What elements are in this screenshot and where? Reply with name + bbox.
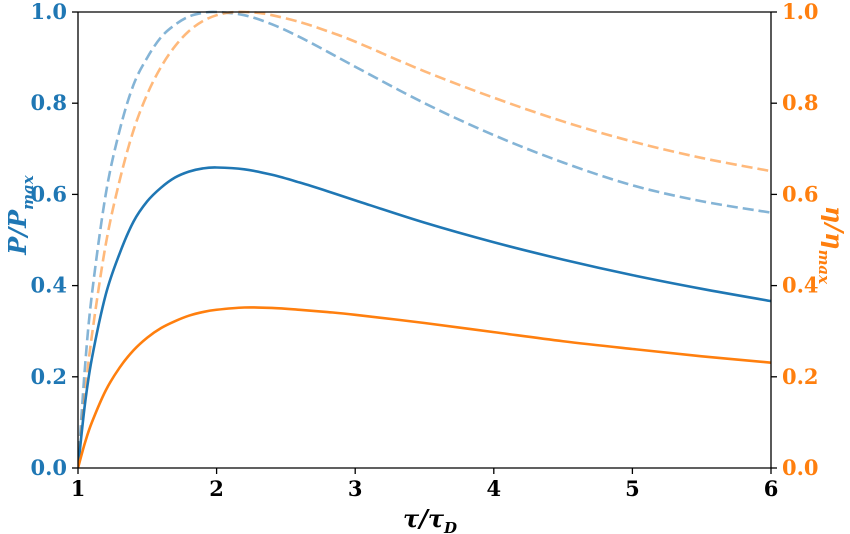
left-y-tick-label: 1.0 (30, 0, 67, 24)
series-1-right-solid-line (78, 306, 771, 469)
x-tick-label: 5 (625, 476, 640, 501)
left-y-tick-label: 0.2 (30, 364, 67, 389)
left-y-tick-label: 0.6 (30, 181, 67, 206)
series-3-right-dashed-line (78, 10, 771, 469)
left-axis-label-main: P/P (3, 209, 32, 256)
right-axis-label-main: η/η (820, 206, 849, 250)
right-axis-label-sub: max (815, 250, 833, 286)
right-axis-label: η/ηmax (815, 206, 849, 285)
right-y-tick-label: 1.0 (782, 0, 819, 24)
ticks-layer: 1 2 3 4 5 60.00.20.40.60.81.00.00.20.40.60.81… (30, 0, 818, 501)
left-axis-label: P/Pmax (3, 174, 37, 255)
left-y-tick-label: 0.0 (30, 455, 67, 480)
axes-layer (77, 11, 772, 469)
series-layer (78, 10, 771, 469)
left-y-tick-label: 0.8 (30, 90, 67, 115)
x-tick-label: 2 (209, 476, 224, 501)
right-y-tick-label: 0.2 (782, 364, 819, 389)
right-y-tick-label: 0.6 (782, 181, 819, 206)
right-y-tick-label: 0.0 (782, 455, 819, 480)
x-axis-label: τ/τD (403, 504, 457, 534)
right-y-tick-label: 0.8 (782, 90, 819, 115)
left-axis-label-sub: max (19, 174, 37, 210)
x-tick-label: 3 (348, 476, 363, 501)
x-axis-label-sub: D (443, 519, 457, 534)
right-y-tick-label: 0.4 (782, 273, 819, 298)
x-tick-label: 6 (764, 476, 779, 501)
x-axis-label-main: τ/τ (403, 504, 445, 533)
left-y-tick-label: 0.4 (30, 273, 67, 298)
series-2-left-dashed-line (78, 10, 771, 469)
x-tick-label: 1 (71, 476, 86, 501)
series-0-left-solid-line (78, 166, 771, 469)
x-tick-label: 4 (486, 476, 501, 501)
